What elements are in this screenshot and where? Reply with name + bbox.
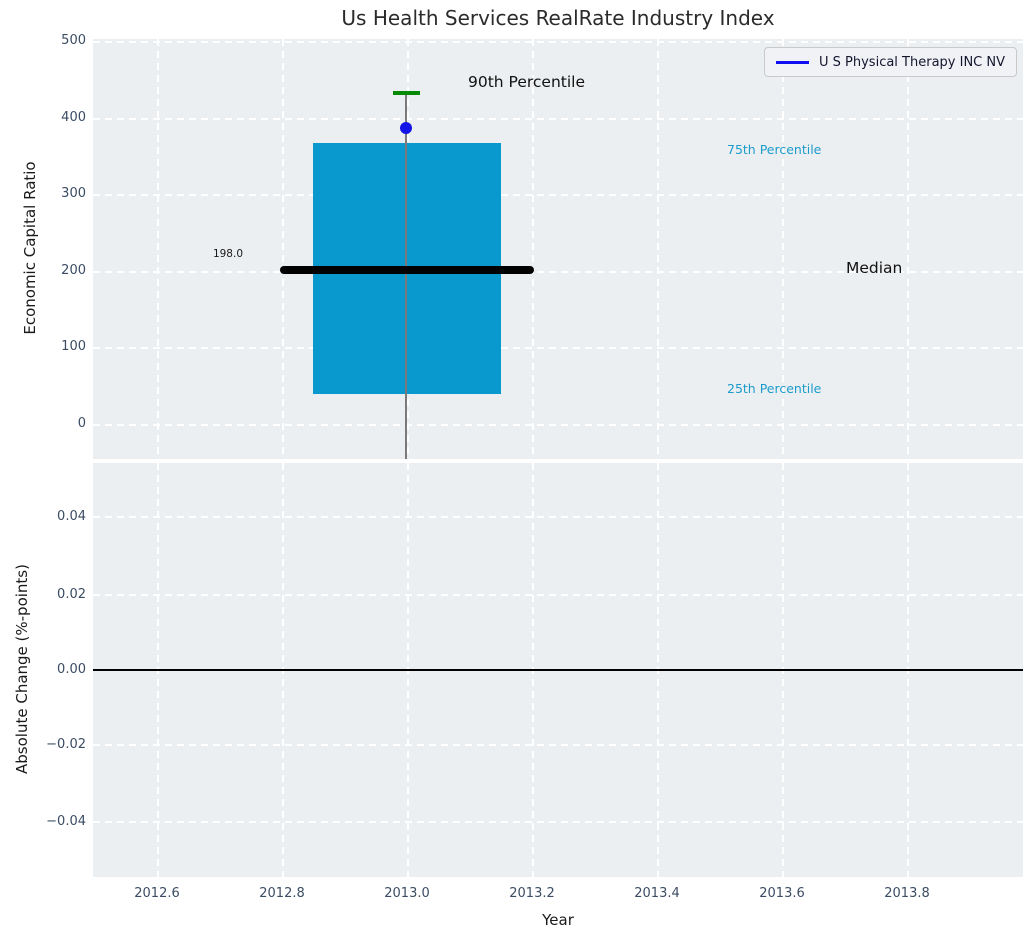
- legend-line-swatch-icon: [776, 60, 809, 64]
- ytick-0: 0: [77, 416, 86, 431]
- whisker-line: [405, 92, 407, 459]
- legend: U S Physical Therapy INC NV: [764, 47, 1017, 77]
- gridline-h-m004: [93, 821, 1023, 823]
- gridline-v-2013-8: [907, 39, 909, 459]
- top-axes: 198.0 90th Percentile 75th Percentile Me…: [93, 39, 1023, 459]
- xtick-2012-6: 2012.6: [134, 886, 180, 901]
- gridline-h-500: [93, 41, 1023, 43]
- gridline-v-2013-2: [532, 39, 534, 459]
- gridline-v-2012-8: [282, 39, 284, 459]
- ytick-0.02: 0.02: [57, 587, 86, 602]
- top-y-axis-label: Economic Capital Ratio: [21, 161, 39, 335]
- xtick-2012-8: 2012.8: [259, 886, 305, 901]
- ytick-0.04: 0.04: [57, 509, 86, 524]
- gridline-v-2013-4: [657, 39, 659, 459]
- p90-label: 90th Percentile: [468, 73, 586, 91]
- x-axis-label: Year: [542, 911, 574, 929]
- company-data-point: [400, 122, 412, 134]
- xtick-2013-0: 2013.0: [384, 886, 430, 901]
- gridline-h-400: [93, 118, 1023, 120]
- gridline-h-002: [93, 594, 1023, 596]
- ytick--0.02: −0.02: [46, 737, 86, 752]
- median-label: Median: [846, 259, 903, 277]
- xtick-2013-6: 2013.6: [759, 886, 805, 901]
- bottom-axes: [93, 463, 1023, 877]
- legend-entry-label: U S Physical Therapy INC NV: [819, 54, 1005, 70]
- xtick-2013-8: 2013.8: [884, 886, 930, 901]
- gridline-h-200: [93, 271, 1023, 273]
- p90-cap-mark: [393, 91, 420, 95]
- gridline-h-m002: [93, 744, 1023, 746]
- ytick-400: 400: [61, 110, 86, 125]
- gridline-h-0: [93, 424, 1023, 426]
- bottom-y-axis-label: Absolute Change (%-points): [13, 564, 31, 774]
- gridline-v-2013-6: [782, 39, 784, 459]
- ytick--0.04: −0.04: [46, 814, 86, 829]
- gridline-h-100: [93, 347, 1023, 349]
- p25-label: 25th Percentile: [727, 381, 822, 396]
- xtick-2013-4: 2013.4: [634, 886, 680, 901]
- chart-title: Us Health Services RealRate Industry Ind…: [341, 6, 775, 30]
- p75-label: 75th Percentile: [727, 142, 822, 157]
- gridline-h-004: [93, 516, 1023, 518]
- ytick-500: 500: [61, 33, 86, 48]
- gridline-h-300: [93, 194, 1023, 196]
- ytick-300: 300: [61, 186, 86, 201]
- ytick-100: 100: [61, 339, 86, 354]
- ytick-200: 200: [61, 263, 86, 278]
- median-line: [280, 266, 534, 274]
- ytick-0.00: 0.00: [57, 662, 86, 677]
- xtick-2013-2: 2013.2: [509, 886, 555, 901]
- gridline-v-2012-6: [157, 39, 159, 459]
- zero-change-line: [93, 669, 1023, 671]
- median-value-label: 198.0: [212, 248, 243, 260]
